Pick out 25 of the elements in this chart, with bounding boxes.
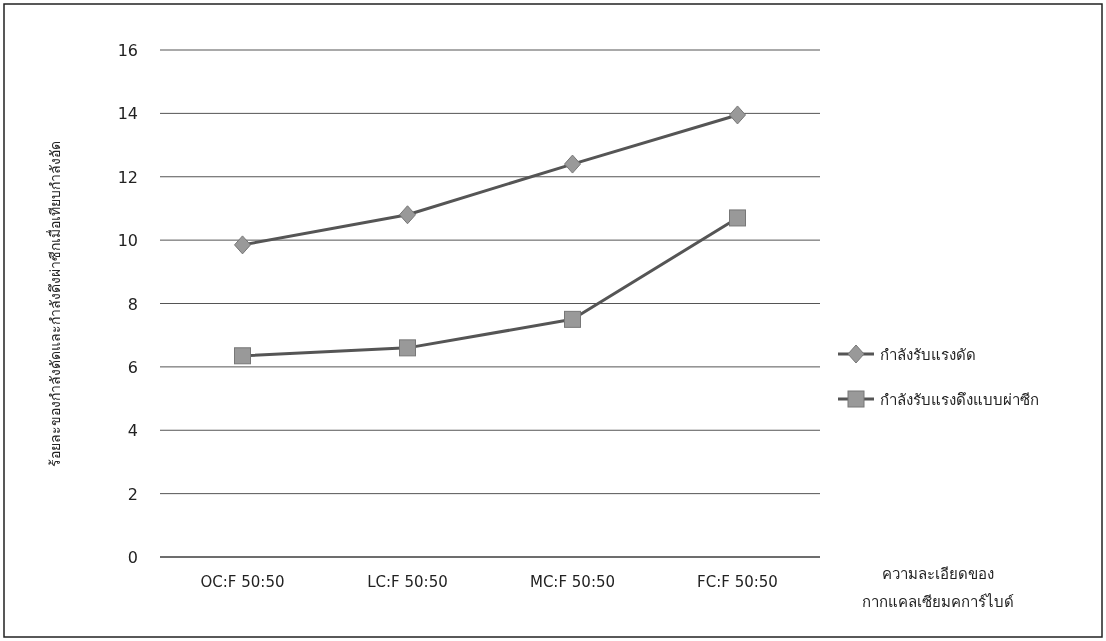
point xyxy=(234,235,251,255)
point xyxy=(729,105,746,125)
legend-label: กำลังรับแรงดึงแบบผ่าซีก xyxy=(880,391,1039,409)
y-tick-label: 0 xyxy=(127,548,138,567)
y-tick-label: 8 xyxy=(127,294,138,314)
y-tick-label: 4 xyxy=(127,421,138,441)
y-tick-label: 14 xyxy=(117,104,138,124)
x-tick-label: LC:F 50:50 xyxy=(367,573,448,591)
y-tick-label: 10 xyxy=(117,231,138,251)
point xyxy=(399,339,416,357)
y-tick-label: 16 xyxy=(117,41,138,60)
point xyxy=(399,205,416,225)
point xyxy=(564,154,581,174)
x-tick-label: OC:F 50:50 xyxy=(200,573,285,591)
point xyxy=(564,310,581,328)
x-axis-title: ความละเอียดของ กากแคลเซียมคการ์ไบด์ xyxy=(862,565,1014,611)
y-tick-label: 12 xyxy=(117,167,138,187)
x-tick-label: MC:F 50:50 xyxy=(529,573,616,591)
y-tick-label: 2 xyxy=(127,484,138,504)
point xyxy=(729,209,746,227)
y-axis-title: ร้อยละของกำลังดัดและกำลังดึงผ่าซีกเมื่อเทียบกำลังอัด xyxy=(46,140,63,467)
point xyxy=(234,347,251,365)
legend-label: กำลังรับแรงดัด xyxy=(880,346,976,364)
x-tick-label: FC:F 50:50 xyxy=(697,573,778,591)
y-tick-label: 6 xyxy=(127,357,138,377)
